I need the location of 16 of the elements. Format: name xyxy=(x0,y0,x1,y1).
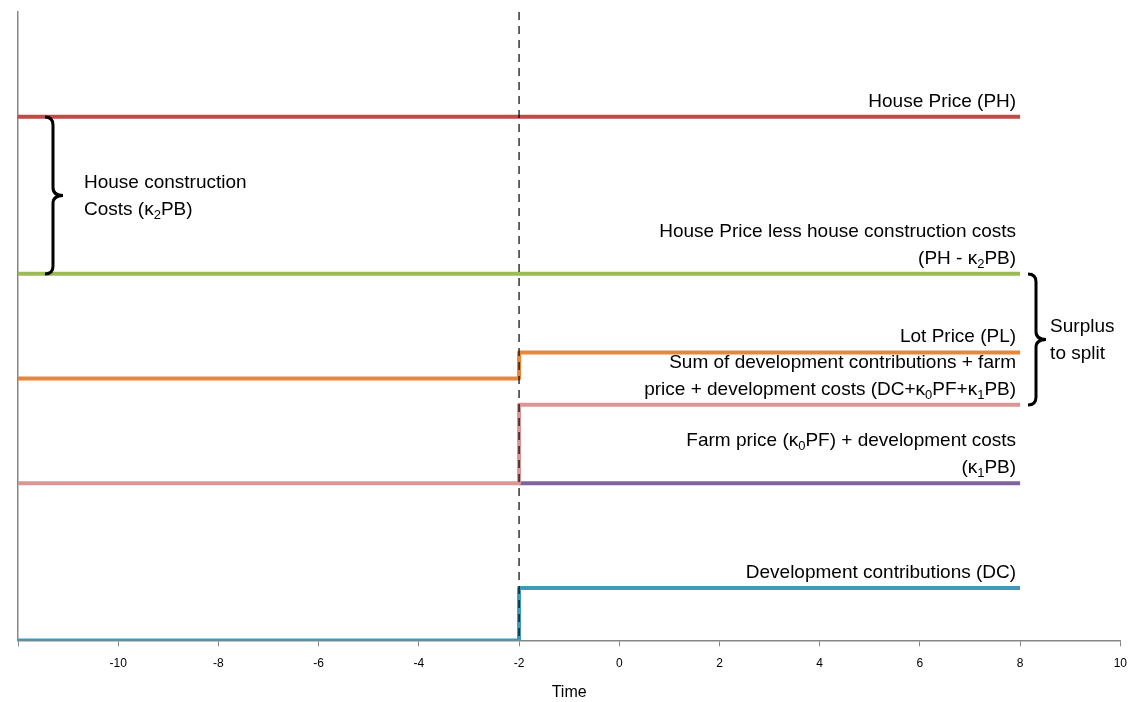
x-axis-title: Time xyxy=(551,682,587,700)
x-tick-label: 8 xyxy=(1016,655,1024,670)
series-label: House Price (PH) xyxy=(868,89,1017,111)
x-tick-label: 10 xyxy=(1113,655,1128,670)
x-tick-label: 2 xyxy=(716,655,724,670)
x-tick-label: -10 xyxy=(109,655,128,670)
annotation: Surplus to split xyxy=(1050,314,1115,363)
x-tick-label: -6 xyxy=(313,655,325,670)
series-label: Lot Price (PL) xyxy=(899,325,1017,347)
x-tick-label: 6 xyxy=(916,655,924,670)
series-label: Development contributions (DC) xyxy=(745,561,1017,583)
x-tick-label: 4 xyxy=(816,655,824,670)
x-tick-label: -4 xyxy=(413,655,425,670)
x-tick-label: 0 xyxy=(615,655,623,670)
x-tick-label: -2 xyxy=(513,655,525,670)
x-tick-label: -8 xyxy=(213,655,225,670)
